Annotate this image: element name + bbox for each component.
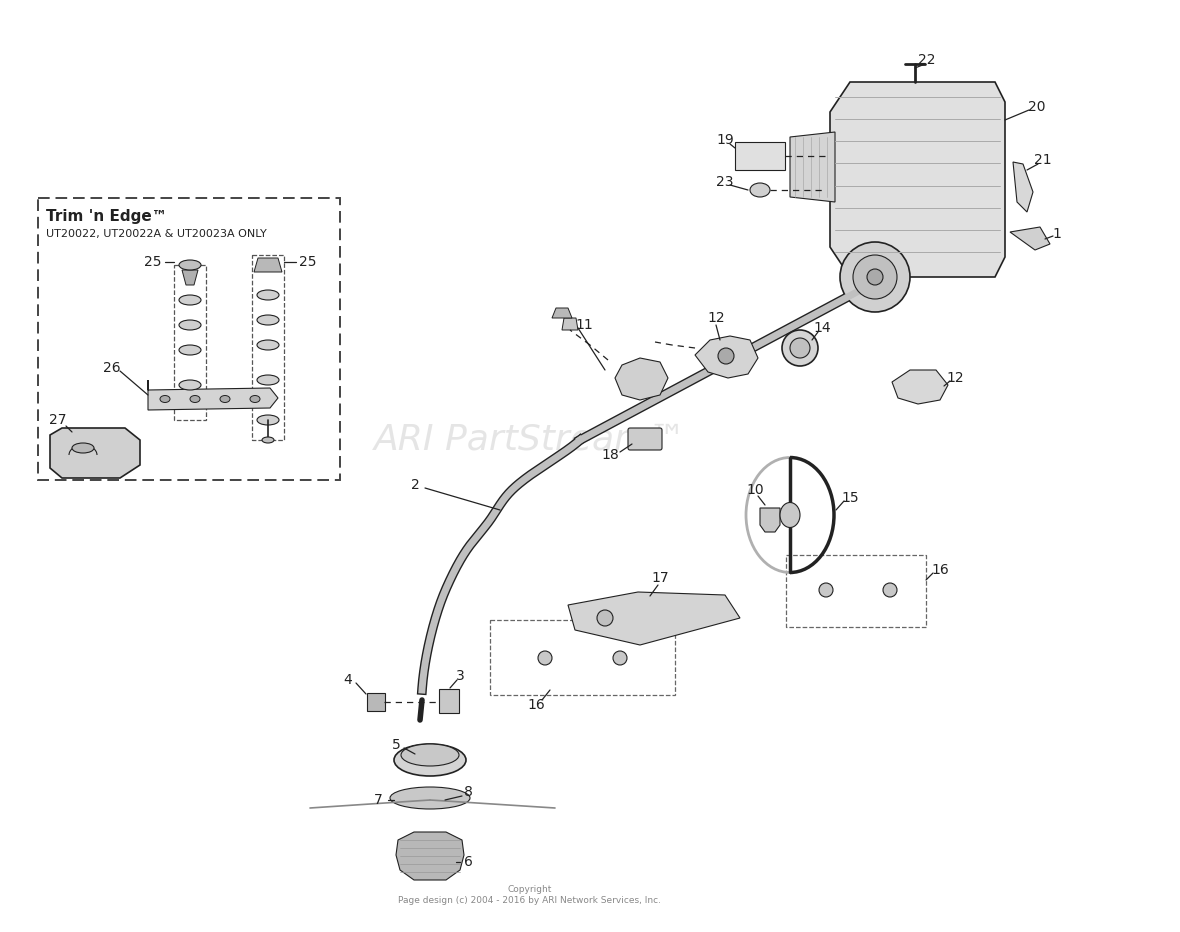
Ellipse shape (257, 340, 278, 350)
Circle shape (819, 583, 833, 597)
Text: 11: 11 (575, 318, 592, 332)
FancyBboxPatch shape (735, 142, 785, 170)
Polygon shape (552, 308, 572, 318)
Polygon shape (568, 592, 740, 645)
Text: 21: 21 (1034, 153, 1051, 167)
Ellipse shape (401, 744, 459, 766)
Ellipse shape (179, 295, 201, 305)
Polygon shape (789, 132, 835, 202)
Text: 2: 2 (411, 478, 419, 492)
Ellipse shape (179, 320, 201, 330)
Polygon shape (182, 270, 198, 285)
Circle shape (840, 242, 910, 312)
Polygon shape (254, 258, 282, 272)
Text: 19: 19 (716, 133, 734, 147)
Circle shape (538, 651, 552, 665)
Polygon shape (148, 380, 278, 410)
Ellipse shape (750, 183, 771, 197)
Text: 25: 25 (144, 255, 162, 269)
Text: 23: 23 (716, 175, 734, 189)
Polygon shape (1012, 162, 1032, 212)
Text: Copyright
Page design (c) 2004 - 2016 by ARI Network Services, Inc.: Copyright Page design (c) 2004 - 2016 by… (399, 885, 662, 905)
Polygon shape (1010, 227, 1050, 250)
Text: 25: 25 (300, 255, 316, 269)
Ellipse shape (219, 395, 230, 403)
Polygon shape (615, 358, 668, 400)
Circle shape (853, 255, 897, 299)
Text: 3: 3 (455, 669, 465, 683)
Ellipse shape (190, 395, 199, 403)
Text: 7: 7 (374, 793, 382, 807)
Circle shape (789, 338, 809, 358)
Polygon shape (396, 832, 464, 880)
Polygon shape (760, 508, 780, 532)
Ellipse shape (394, 744, 466, 776)
Ellipse shape (262, 437, 274, 443)
Ellipse shape (250, 395, 260, 403)
Text: ARI PartStream™: ARI PartStream™ (374, 423, 687, 457)
Text: 6: 6 (464, 855, 472, 869)
Ellipse shape (179, 380, 201, 390)
Polygon shape (695, 336, 758, 378)
Ellipse shape (391, 787, 470, 809)
Text: 10: 10 (746, 483, 763, 497)
Circle shape (612, 651, 627, 665)
FancyBboxPatch shape (439, 689, 459, 713)
Polygon shape (50, 428, 140, 478)
Text: 14: 14 (813, 321, 831, 335)
Text: 17: 17 (651, 571, 669, 585)
Text: 18: 18 (601, 448, 618, 462)
Circle shape (717, 348, 734, 364)
Polygon shape (562, 318, 578, 330)
Circle shape (782, 330, 818, 366)
Text: 15: 15 (841, 491, 859, 505)
Text: 16: 16 (527, 698, 545, 712)
Text: 8: 8 (464, 785, 472, 799)
Circle shape (883, 583, 897, 597)
Text: 20: 20 (1028, 100, 1045, 114)
Text: 12: 12 (707, 311, 725, 325)
FancyBboxPatch shape (367, 693, 385, 711)
FancyBboxPatch shape (38, 198, 340, 480)
Text: 4: 4 (343, 673, 353, 687)
Ellipse shape (257, 375, 278, 385)
Ellipse shape (179, 345, 201, 355)
Text: Trim 'n Edge™: Trim 'n Edge™ (46, 209, 168, 224)
Ellipse shape (257, 415, 278, 425)
Circle shape (597, 610, 612, 626)
Circle shape (867, 269, 883, 285)
Text: 26: 26 (103, 361, 120, 375)
Text: 22: 22 (918, 53, 936, 67)
Ellipse shape (257, 290, 278, 300)
Text: 12: 12 (946, 371, 964, 385)
Text: 16: 16 (931, 563, 949, 577)
Ellipse shape (179, 260, 201, 270)
Text: UT20022, UT20022A & UT20023A ONLY: UT20022, UT20022A & UT20023A ONLY (46, 229, 267, 239)
Text: 27: 27 (50, 413, 67, 427)
Text: 5: 5 (392, 738, 400, 752)
Polygon shape (892, 370, 948, 404)
Ellipse shape (780, 502, 800, 528)
Ellipse shape (72, 443, 94, 453)
Ellipse shape (257, 315, 278, 325)
Ellipse shape (160, 395, 170, 403)
FancyBboxPatch shape (628, 428, 662, 450)
Polygon shape (830, 82, 1005, 277)
Text: 1: 1 (1053, 227, 1062, 241)
